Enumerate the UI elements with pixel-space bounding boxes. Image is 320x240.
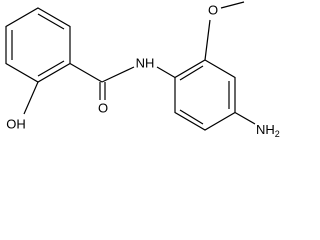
bond [23,81,39,115]
ring-double-bond [37,13,65,30]
ring-double-bond [37,60,65,77]
atom-subscript: 2 [275,129,280,139]
ring-right [174,59,236,131]
bond [204,19,211,61]
ring-left [5,7,71,83]
atom-label: O [98,100,108,115]
atom-label: NH [136,55,155,70]
bond [101,66,135,83]
atom-label: OH [6,116,26,131]
ring-double-bond [179,65,204,81]
atom-label: NH [256,122,275,137]
atom-label: O [208,2,218,17]
bond [220,1,245,9]
molecule-diagram: OH O NH O NH2 [5,1,280,139]
bond [234,111,256,125]
bond [69,62,103,83]
ring-double-bond [179,109,204,125]
atom-label: NH2 [256,122,280,139]
bond [156,66,176,79]
